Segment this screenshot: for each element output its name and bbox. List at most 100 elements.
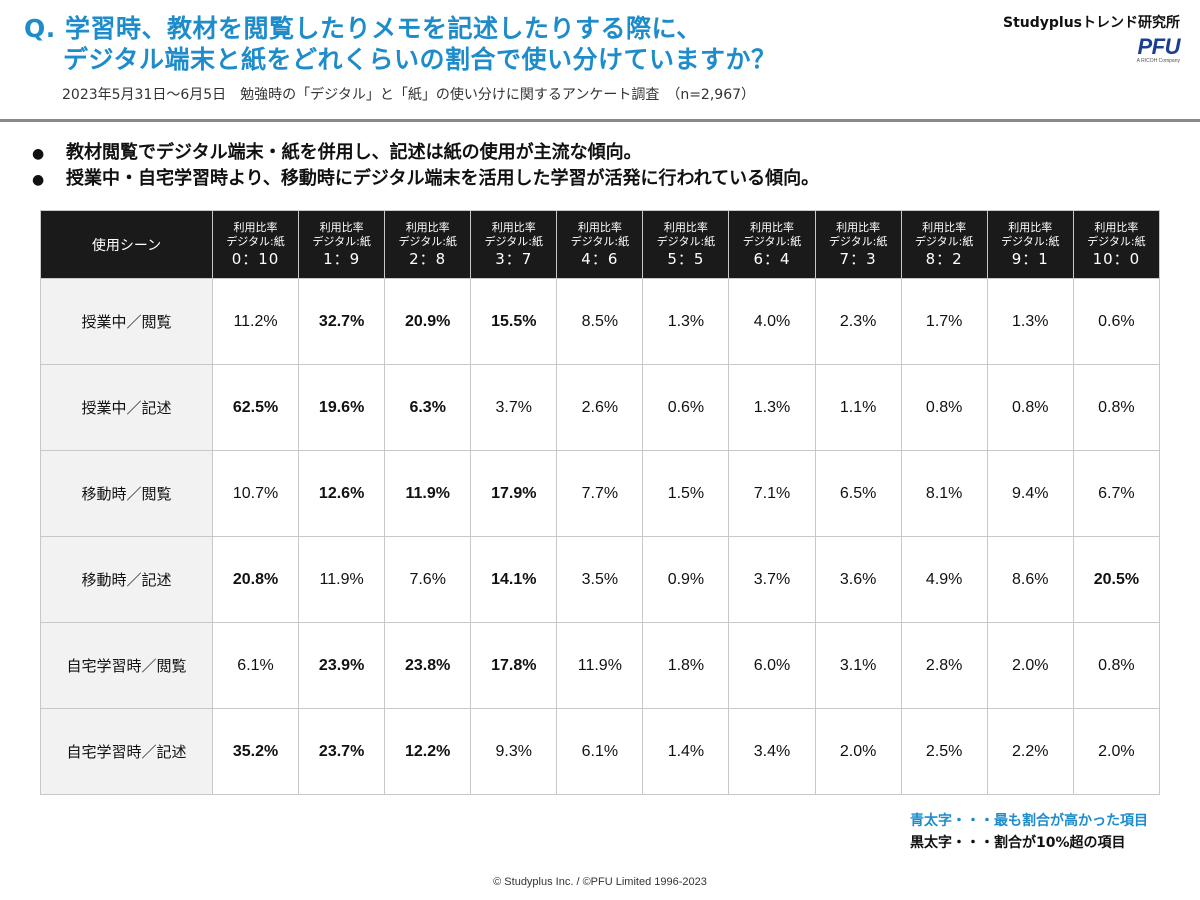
- table-row: 自宅学習時／記述 35.2% 23.7% 12.2% 9.3% 6.1% 1.4% 3.4% 2…: [40, 708, 1161, 795]
- column-header-label: 利用比率: [577, 220, 622, 234]
- value-cell: 35.2%: [211, 708, 300, 795]
- scene-label: 移動時／閲覧: [40, 450, 213, 537]
- column-ratio: 3：7: [495, 249, 533, 268]
- value-cell: 1.3%: [986, 278, 1074, 365]
- value-cell: 2.0%: [1072, 708, 1161, 795]
- ratio-column-header: 利用比率 デジタル:紙 10：0: [1072, 210, 1161, 279]
- column-header-label: 利用比率: [836, 220, 881, 234]
- value-cell: 0.8%: [900, 364, 988, 451]
- value-cell: 3.5%: [556, 536, 644, 623]
- ratio-column-header: 利用比率 デジタル:紙 6：4: [728, 210, 816, 279]
- value-cell: 1.3%: [642, 278, 730, 365]
- value-cell: 2.6%: [556, 364, 644, 451]
- logo-subtext: A RICOH Company: [1136, 58, 1180, 64]
- column-header-sublabel: デジタル:紙: [226, 234, 285, 248]
- value-cell: 6.1%: [211, 622, 300, 709]
- column-header-sublabel: デジタル:紙: [570, 234, 630, 248]
- value-cell: 6.3%: [384, 364, 472, 451]
- column-ratio: 8：2: [925, 249, 963, 268]
- table-row: 移動時／記述 20.8% 11.9% 7.6% 14.1% 3.5% 0.9% 3.7% 3.6…: [40, 536, 1161, 623]
- table-row: 自宅学習時／閲覧 6.1% 23.9% 23.8% 17.8% 11.9% 1.8% 6.0%…: [40, 622, 1161, 709]
- header: Q. 学習時、教材を閲覧したりメモを記述したりする際に、 デジタル端末と紙をどれ…: [0, 0, 1200, 118]
- value-cell: 6.1%: [556, 708, 644, 795]
- scene-label: 自宅学習時／閲覧: [40, 622, 213, 709]
- scene-label: 移動時／記述: [40, 536, 213, 623]
- column-header-sublabel: デジタル:紙: [312, 234, 371, 248]
- column-ratio: 5：5: [667, 249, 705, 268]
- column-ratio: 7：3: [839, 249, 877, 268]
- column-ratio: 9：1: [1011, 249, 1049, 268]
- value-cell: 14.1%: [470, 536, 558, 623]
- value-cell: 20.8%: [211, 536, 300, 623]
- ratio-column-header: 利用比率 デジタル:紙 4：6: [556, 210, 644, 279]
- column-header-label: 利用比率: [1094, 220, 1139, 234]
- value-cell: 0.8%: [986, 364, 1074, 451]
- value-cell: 2.2%: [986, 708, 1074, 795]
- column-header-sublabel: デジタル:紙: [484, 234, 544, 248]
- value-cell: 8.1%: [900, 450, 988, 537]
- key-findings: ● 教材閲覧でデジタル端末・紙を併用し、記述は紙の使用が主流な傾向。 ● 授業中・自…: [32, 140, 819, 192]
- ratio-column-header: 利用比率 デジタル:紙 9：1: [986, 210, 1074, 279]
- copyright-footer: © Studyplus Inc. / ©PFU Limited 1996-202…: [493, 876, 707, 888]
- column-header-sublabel: デジタル:紙: [742, 234, 802, 248]
- value-cell: 3.6%: [814, 536, 902, 623]
- brand-name: Studyplusトレンド研究所: [1002, 15, 1180, 31]
- finding-text: 授業中・自宅学習時より、移動時にデジタル端末を活用した学習が活発に行われている傾…: [66, 168, 820, 189]
- value-cell: 32.7%: [298, 278, 386, 365]
- value-cell: 3.4%: [728, 708, 816, 795]
- column-header-label: 利用比率: [922, 220, 967, 234]
- scene-label: 授業中／閲覧: [40, 278, 213, 365]
- pfu-logo: PFU A RICOH Company: [1128, 36, 1181, 65]
- value-cell: 1.8%: [642, 622, 730, 709]
- column-header-label: 利用比率: [233, 220, 278, 234]
- finding-item: ● 教材閲覧でデジタル端末・紙を併用し、記述は紙の使用が主流な傾向。: [32, 140, 819, 166]
- value-cell: 2.8%: [900, 622, 988, 709]
- value-cell: 11.9%: [556, 622, 644, 709]
- column-ratio: 4：6: [581, 249, 619, 268]
- value-cell: 15.5%: [470, 278, 558, 365]
- value-cell: 8.5%: [556, 278, 644, 365]
- column-header-label: 利用比率: [750, 220, 794, 234]
- value-cell: 1.5%: [642, 450, 730, 537]
- legend: 青太字・・・最も割合が高かった項目 黒太字・・・割合が10%超の項目: [910, 810, 1148, 854]
- value-cell: 1.4%: [642, 708, 730, 795]
- value-cell: 1.1%: [814, 364, 902, 451]
- value-cell: 2.0%: [986, 622, 1074, 709]
- value-cell: 2.3%: [814, 278, 902, 365]
- table-row: 授業中／閲覧 11.2% 32.7% 20.9% 15.5% 8.5% 1.3% 4.0% 2.…: [40, 278, 1161, 365]
- value-cell: 20.9%: [384, 278, 472, 365]
- scene-label: 自宅学習時／記述: [40, 708, 213, 795]
- value-cell: 3.7%: [470, 364, 558, 451]
- value-cell: 11.9%: [384, 450, 472, 537]
- question-title-line2: デジタル端末と紙をどれくらいの割合で使い分けていますか？: [63, 45, 777, 74]
- value-cell: 10.7%: [211, 450, 300, 537]
- value-cell: 23.9%: [298, 622, 386, 709]
- finding-text: 教材閲覧でデジタル端末・紙を併用し、記述は紙の使用が主流な傾向。: [66, 142, 642, 163]
- value-cell: 19.6%: [298, 364, 386, 451]
- column-header-label: 利用比率: [1008, 220, 1053, 234]
- value-cell: 8.6%: [986, 536, 1074, 623]
- table-header-row: 使用シーン 利用比率 デジタル:紙 0：10 利用比率 デジタル:紙 1：9 利用比率 デジタ…: [40, 210, 1161, 279]
- column-header-sublabel: デジタル:紙: [1087, 234, 1146, 248]
- legend-black-label: 黒太字・・・割合が10%超の項目: [910, 835, 1126, 851]
- value-cell: 0.9%: [642, 536, 730, 623]
- value-cell: 0.6%: [642, 364, 730, 451]
- value-cell: 3.7%: [728, 536, 816, 623]
- question-title-line1: Q. 学習時、教材を閲覧したりメモを記述したりする際に、: [24, 14, 702, 43]
- scene-label: 授業中／記述: [40, 364, 213, 451]
- bullet-icon: ●: [32, 146, 45, 162]
- column-header-sublabel: デジタル:紙: [398, 234, 457, 248]
- value-cell: 1.3%: [728, 364, 816, 451]
- column-header-sublabel: デジタル:紙: [656, 234, 716, 248]
- value-cell: 11.2%: [211, 278, 300, 365]
- column-ratio: 1：9: [323, 249, 361, 268]
- column-header-sublabel: デジタル:紙: [914, 234, 974, 248]
- value-cell: 4.0%: [728, 278, 816, 365]
- value-cell: 9.4%: [986, 450, 1074, 537]
- value-cell: 1.7%: [900, 278, 988, 365]
- column-header-sublabel: デジタル:紙: [828, 234, 888, 248]
- value-cell: 7.6%: [384, 536, 472, 623]
- column-header-label: 利用比率: [319, 220, 364, 234]
- value-cell: 0.8%: [1072, 622, 1161, 709]
- scene-column-header: 使用シーン: [40, 210, 213, 279]
